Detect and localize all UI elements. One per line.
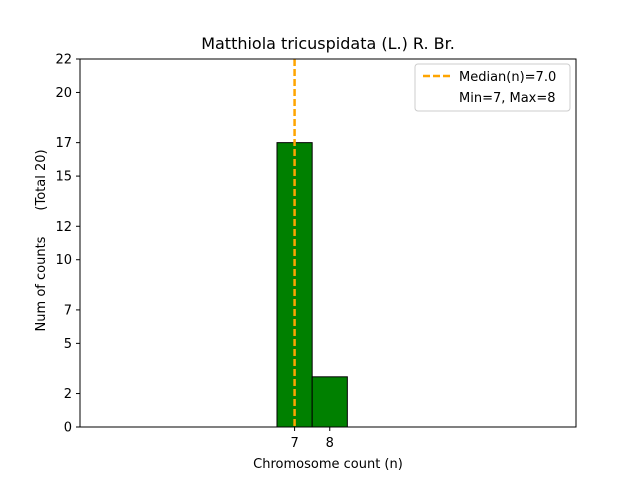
y-tick-label-12: 12 <box>55 220 72 235</box>
x-axis-label: Chromosome count (n) <box>253 457 403 472</box>
y-tick-label-0: 0 <box>64 421 72 436</box>
legend-box <box>414 63 571 112</box>
y-tick-label-5: 5 <box>64 337 72 352</box>
legend-median-label: Median(n)=7.0 <box>459 70 556 85</box>
y-tick-label-15: 15 <box>55 170 72 185</box>
y-tick-label-10: 10 <box>55 253 72 268</box>
y-tick-label-20: 20 <box>55 86 72 101</box>
y-tick-label-7: 7 <box>64 303 72 318</box>
plot-frame <box>79 58 577 428</box>
chart-title: Matthiola tricuspidata (L.) R. Br. <box>201 34 455 53</box>
y-tick-label-2: 2 <box>64 387 72 402</box>
y-axis-total-label: (Total 20) <box>34 149 49 210</box>
y-tick-label-22: 22 <box>55 53 72 68</box>
y-ticks-group: 0 2 5 7 10 12 15 17 20 22 <box>55 53 80 436</box>
legend: Median(n)=7.0 Min=7, Max=8 <box>414 63 571 112</box>
x-tick-label-8: 8 <box>326 436 334 451</box>
legend-minmax-label: Min=7, Max=8 <box>459 91 556 106</box>
x-tick-label-7: 7 <box>290 436 298 451</box>
bar-8 <box>311 376 348 428</box>
y-axis-label: Num of counts <box>34 236 49 331</box>
y-tick-label-17: 17 <box>55 136 72 151</box>
